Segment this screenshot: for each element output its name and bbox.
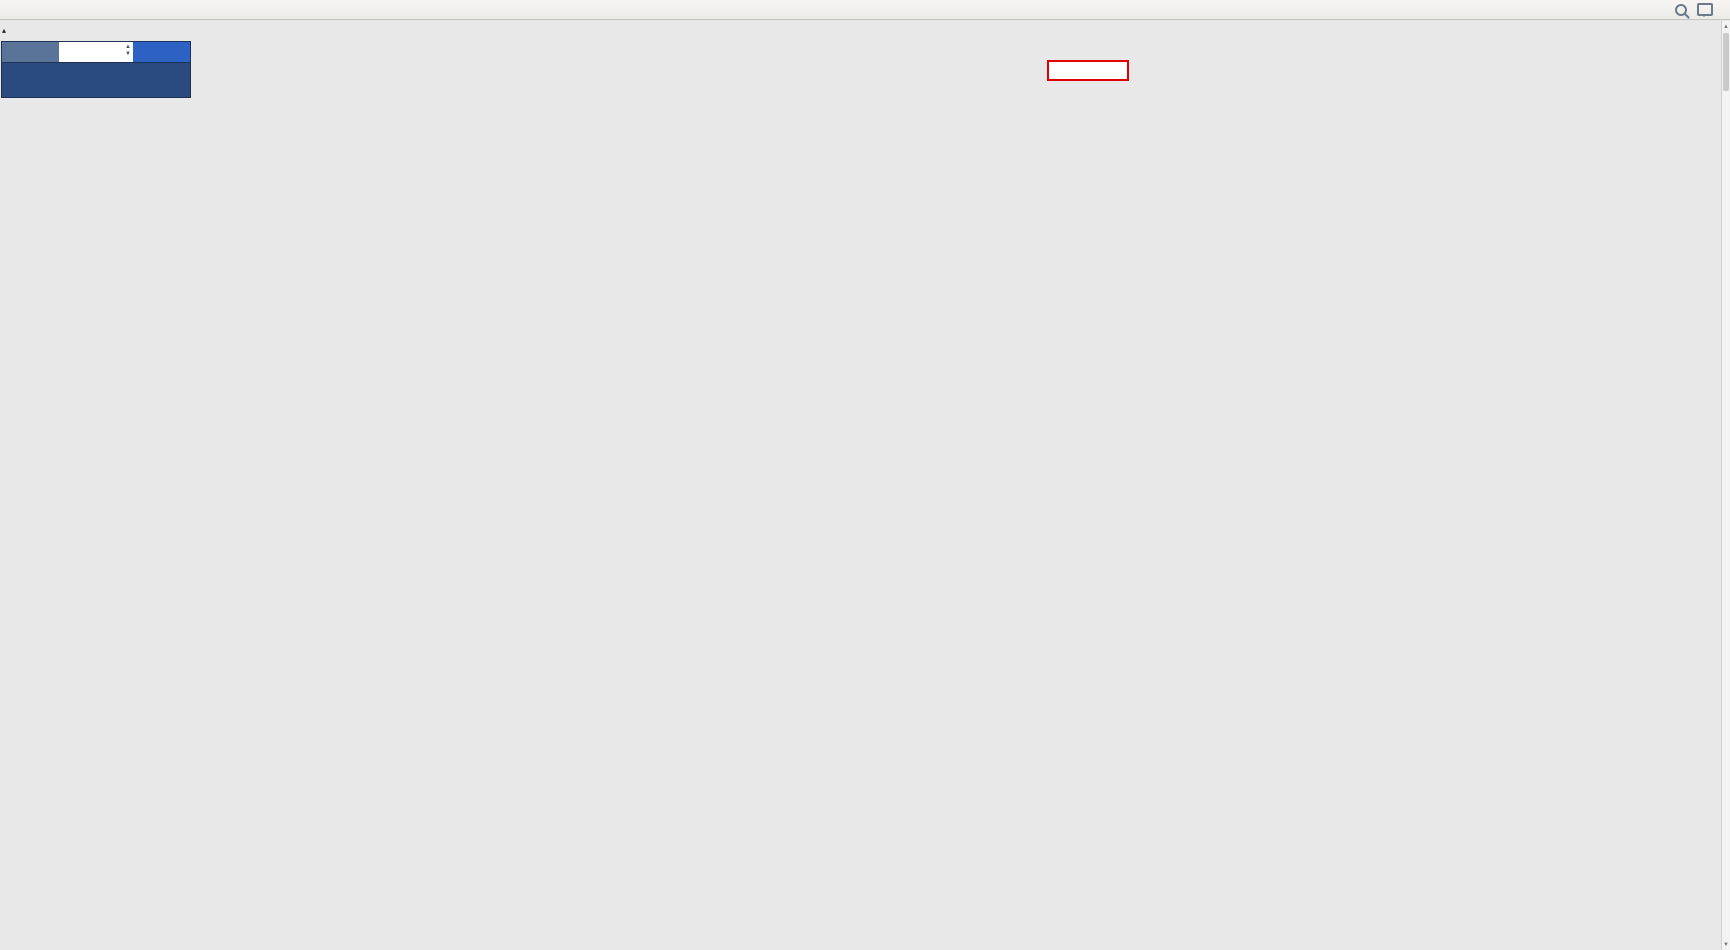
- symbol-ohlc-line: [7, 25, 13, 37]
- search-icon[interactable]: [1675, 3, 1687, 16]
- buy-button[interactable]: [133, 42, 190, 62]
- time-scale[interactable]: [0, 840, 1568, 858]
- volume-down-icon[interactable]: ▼: [125, 51, 131, 57]
- volume-input[interactable]: [72, 45, 120, 59]
- volume-up-icon[interactable]: ▲: [125, 44, 131, 50]
- price-level-label[interactable]: [1047, 60, 1129, 81]
- buy-price[interactable]: [182, 66, 183, 75]
- volume-stepper[interactable]: ▲ ▼: [125, 44, 131, 58]
- one-click-trading-panel: ▲ ▼: [1, 41, 191, 98]
- scrollbar-thumb[interactable]: [1723, 33, 1729, 91]
- vertical-scrollbar[interactable]: ▲ ▼: [1721, 21, 1730, 950]
- rsi-panel-separator[interactable]: [0, 674, 1568, 681]
- one-click-collapse-arrow[interactable]: ▴: [2, 26, 7, 35]
- chat-icon[interactable]: [1697, 3, 1713, 17]
- sell-price[interactable]: [9, 66, 10, 75]
- scroll-up-icon[interactable]: ▲: [1723, 23, 1729, 30]
- volume-field[interactable]: ▲ ▼: [59, 42, 133, 62]
- toolbar: [0, 0, 1730, 20]
- scroll-down-icon[interactable]: ▼: [1723, 941, 1729, 948]
- price-scale[interactable]: [1526, 21, 1568, 840]
- macd-panel-separator[interactable]: [0, 527, 1568, 534]
- macd-label: [0, 533, 2, 545]
- toolbar-right: [1675, 3, 1727, 17]
- sell-button[interactable]: [2, 42, 59, 62]
